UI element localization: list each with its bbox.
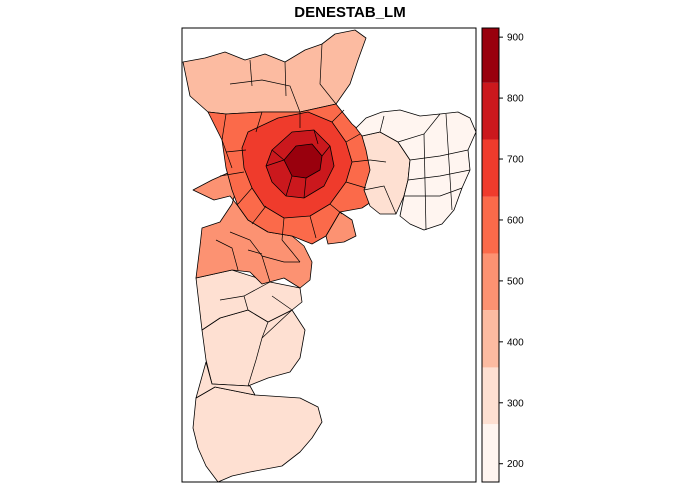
legend-tick-label: 300 bbox=[507, 398, 524, 409]
district-boundary-line bbox=[285, 175, 293, 197]
district-south-mid bbox=[201, 309, 306, 387]
district-layer bbox=[182, 29, 477, 483]
district-boundary-line bbox=[284, 61, 287, 97]
district-boundary-line bbox=[249, 59, 253, 87]
district-boundary-line bbox=[329, 203, 343, 215]
district-boundary-line bbox=[409, 149, 469, 161]
map-title: DENESTAB_LM bbox=[294, 4, 405, 21]
legend-color-bin bbox=[482, 253, 499, 311]
district-boundary-line bbox=[379, 115, 385, 133]
district-boundary-line bbox=[229, 231, 271, 283]
district-boundary-line bbox=[319, 43, 337, 105]
district-boundary-line bbox=[345, 133, 361, 143]
district-boundary-line bbox=[221, 113, 233, 169]
district-north bbox=[182, 29, 367, 115]
district-core bbox=[283, 143, 323, 179]
district-boundary-line bbox=[331, 109, 345, 123]
district-boundary-line bbox=[225, 149, 247, 153]
district-boundary-line bbox=[261, 255, 300, 263]
district-boundary-line bbox=[351, 159, 371, 163]
district-boundary-line bbox=[219, 171, 245, 177]
legend-tick-label: 600 bbox=[507, 215, 524, 226]
color-legend: 200 300 400 500 600 700 800 900 bbox=[481, 27, 524, 483]
district-boundary-line bbox=[251, 205, 267, 225]
legend-color-bin bbox=[482, 310, 499, 368]
district-south-west-strip bbox=[195, 361, 256, 399]
district-boundary-line bbox=[404, 187, 463, 197]
district-boundary-line bbox=[237, 187, 253, 205]
legend-tick-label: 900 bbox=[507, 33, 524, 44]
legend-frame bbox=[481, 27, 500, 483]
district-boundary-line bbox=[271, 295, 293, 311]
legend-tick-label: 800 bbox=[507, 94, 524, 105]
legend-tick-label: 400 bbox=[507, 337, 524, 348]
district-boundary-line bbox=[313, 129, 319, 145]
district-south-large bbox=[192, 386, 323, 483]
district-boundary-line bbox=[271, 149, 285, 161]
district-boundary-line bbox=[215, 239, 239, 271]
legend-color-bin bbox=[482, 139, 499, 197]
district-boundary-line bbox=[303, 177, 307, 199]
district-boundary-line bbox=[321, 145, 331, 157]
district-boundary-line bbox=[369, 159, 387, 163]
district-boundary-line bbox=[345, 181, 367, 189]
district-boundary-line bbox=[229, 79, 301, 113]
legend-tick-label: 500 bbox=[507, 276, 524, 287]
map-frame bbox=[181, 27, 477, 483]
district-boundary-line bbox=[281, 239, 301, 263]
legend-tick-label: 700 bbox=[507, 155, 524, 166]
legend-color-bin bbox=[482, 196, 499, 254]
legend-color-bin bbox=[482, 367, 499, 425]
legend-color-bin bbox=[482, 82, 499, 140]
district-boundary-line bbox=[261, 309, 293, 339]
legend-color-bin bbox=[482, 28, 499, 83]
district-boundary-line bbox=[407, 169, 471, 181]
district-boundary-line bbox=[265, 159, 285, 167]
district-boundary-line bbox=[247, 249, 263, 255]
legend-tick-label: 200 bbox=[507, 459, 524, 470]
district-boundary-line bbox=[363, 185, 397, 215]
district-boundary-line bbox=[423, 133, 427, 231]
district-boundary-line bbox=[281, 217, 285, 241]
district-east-far bbox=[355, 109, 477, 231]
district-boundary-line bbox=[445, 113, 453, 211]
district-boundary-line bbox=[255, 111, 263, 133]
district-boundary-line bbox=[243, 295, 249, 311]
legend-color-bin bbox=[482, 424, 499, 482]
district-boundary-line bbox=[309, 215, 317, 239]
district-boundary-line bbox=[247, 321, 269, 387]
